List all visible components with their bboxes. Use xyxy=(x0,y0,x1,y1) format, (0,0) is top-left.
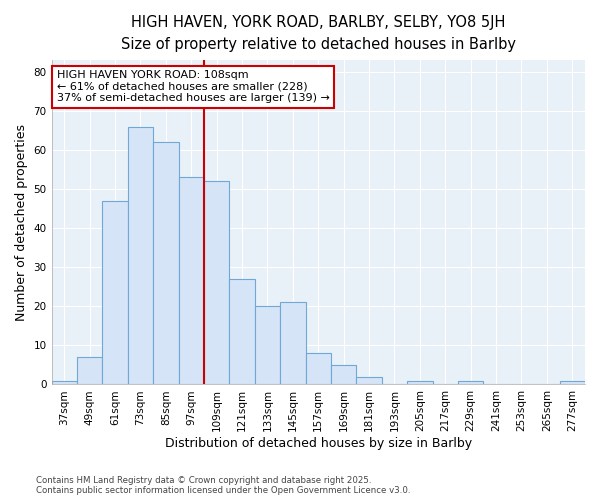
Bar xyxy=(77,357,103,384)
Bar xyxy=(331,365,356,384)
Text: HIGH HAVEN YORK ROAD: 108sqm
← 61% of detached houses are smaller (228)
37% of s: HIGH HAVEN YORK ROAD: 108sqm ← 61% of de… xyxy=(57,70,330,103)
Bar xyxy=(407,380,433,384)
Bar xyxy=(356,376,382,384)
X-axis label: Distribution of detached houses by size in Barlby: Distribution of detached houses by size … xyxy=(165,437,472,450)
Bar xyxy=(229,279,255,384)
Bar xyxy=(52,380,77,384)
Bar xyxy=(255,306,280,384)
Bar xyxy=(103,201,128,384)
Bar xyxy=(560,380,585,384)
Y-axis label: Number of detached properties: Number of detached properties xyxy=(15,124,28,321)
Bar xyxy=(280,302,305,384)
Bar xyxy=(128,126,153,384)
Bar xyxy=(204,182,229,384)
Bar xyxy=(179,178,204,384)
Bar xyxy=(305,353,331,384)
Bar xyxy=(153,142,179,384)
Text: Contains HM Land Registry data © Crown copyright and database right 2025.
Contai: Contains HM Land Registry data © Crown c… xyxy=(36,476,410,495)
Bar xyxy=(458,380,484,384)
Title: HIGH HAVEN, YORK ROAD, BARLBY, SELBY, YO8 5JH
Size of property relative to detac: HIGH HAVEN, YORK ROAD, BARLBY, SELBY, YO… xyxy=(121,15,516,52)
